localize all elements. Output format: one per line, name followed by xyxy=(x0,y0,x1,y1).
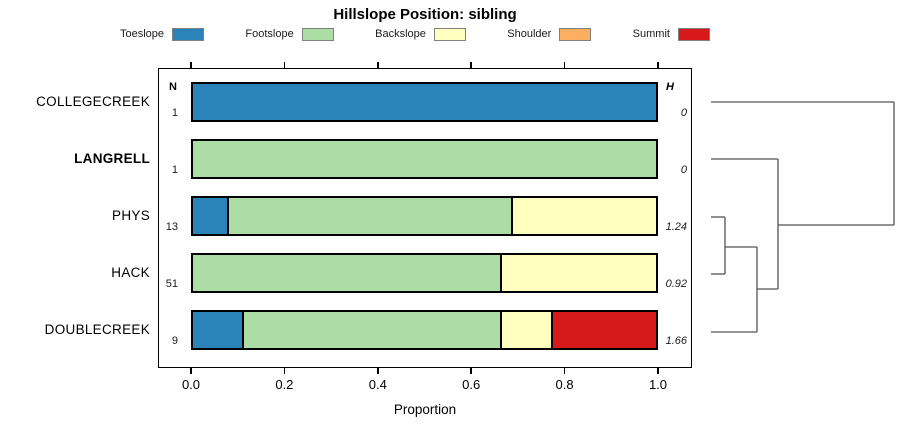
h-value-doublecreek: 1.66 xyxy=(665,335,687,347)
bar-segment-footslope xyxy=(193,141,656,177)
legend-item-toeslope: Toeslope xyxy=(120,27,205,41)
x-axis-tick-bottom xyxy=(657,368,659,374)
legend-label: Toeslope xyxy=(120,28,165,40)
chart-title: Hillslope Position: sibling xyxy=(333,6,517,23)
x-axis-tick-top xyxy=(470,62,472,68)
legend-item-footslope: Footslope xyxy=(245,27,334,41)
bar-segment-footslope xyxy=(244,312,502,348)
bar-segment-summit xyxy=(553,312,656,348)
bar-segment-footslope xyxy=(193,255,502,291)
n-value-phys: 13 xyxy=(165,221,178,233)
x-axis-tick-bottom xyxy=(377,368,379,374)
legend-label: Backslope xyxy=(375,28,426,40)
h-value-hack: 0.92 xyxy=(665,278,687,290)
x-axis-tick-top xyxy=(190,62,192,68)
x-axis-tick-bottom xyxy=(190,368,192,374)
x-axis-tick-top xyxy=(657,62,659,68)
x-axis-tick-label: 0.0 xyxy=(181,377,201,392)
row-label-langrell: LANGRELL xyxy=(74,151,150,166)
n-value-collegecreek: 1 xyxy=(171,107,178,119)
stacked-bar-hack xyxy=(191,253,658,293)
x-axis-tick-top xyxy=(283,62,286,68)
bar-segment-toeslope xyxy=(193,198,229,234)
legend-label: Footslope xyxy=(245,28,294,40)
x-axis-tick-label: 0.2 xyxy=(275,377,294,392)
row-label-doublecreek: DOUBLECREEK xyxy=(44,322,150,337)
row-label-phys: PHYS xyxy=(112,208,150,223)
x-axis-tick-label: 0.4 xyxy=(368,377,387,392)
legend-item-summit: Summit xyxy=(632,27,710,41)
legend-item-backslope: Backslope xyxy=(375,27,466,41)
x-axis-tick-bottom xyxy=(563,368,566,374)
x-axis-tick-label: 0.8 xyxy=(555,377,574,392)
stacked-bar-collegecreek xyxy=(191,82,658,122)
x-axis-tick-label: 0.6 xyxy=(462,377,481,392)
x-axis-label: Proportion xyxy=(393,402,457,417)
x-axis-tick-bottom xyxy=(470,368,472,374)
n-value-doublecreek: 9 xyxy=(171,335,178,347)
h-value-collegecreek: 0 xyxy=(680,107,687,119)
stacked-bar-langrell xyxy=(191,139,658,179)
legend-label: Summit xyxy=(632,28,670,40)
h-value-langrell: 0 xyxy=(680,164,687,176)
n-value-hack: 51 xyxy=(165,278,178,290)
legend-label: Shoulder xyxy=(507,28,552,40)
h-column-header: H xyxy=(666,81,674,93)
n-column-header: N xyxy=(169,81,177,93)
bar-segment-toeslope xyxy=(193,84,656,120)
x-axis-tick-label: 1.0 xyxy=(648,377,668,392)
legend-swatch-shoulder xyxy=(559,27,592,41)
legend-item-shoulder: Shoulder xyxy=(507,27,592,41)
legend: Toeslope Footslope Backslope Shoulder Summit xyxy=(120,25,710,43)
h-value-phys: 1.24 xyxy=(665,221,687,233)
legend-swatch-footslope xyxy=(301,27,334,41)
x-axis-tick-top xyxy=(377,62,379,68)
x-axis-tick-bottom xyxy=(283,368,286,374)
x-axis-tick-top xyxy=(563,62,566,68)
stacked-bar-doublecreek xyxy=(191,310,658,350)
legend-swatch-toeslope xyxy=(172,27,205,41)
bar-segment-backslope xyxy=(501,255,656,291)
stacked-bar-phys xyxy=(191,196,658,236)
row-label-collegecreek: COLLEGECREEK xyxy=(36,94,150,109)
row-label-hack: HACK xyxy=(111,265,150,280)
bar-segment-footslope xyxy=(228,198,514,234)
bar-segment-toeslope xyxy=(193,312,245,348)
legend-swatch-backslope xyxy=(433,27,466,41)
legend-swatch-summit xyxy=(677,27,710,41)
n-value-langrell: 1 xyxy=(171,164,178,176)
bar-segment-backslope xyxy=(513,198,656,234)
bar-segment-backslope xyxy=(501,312,554,348)
